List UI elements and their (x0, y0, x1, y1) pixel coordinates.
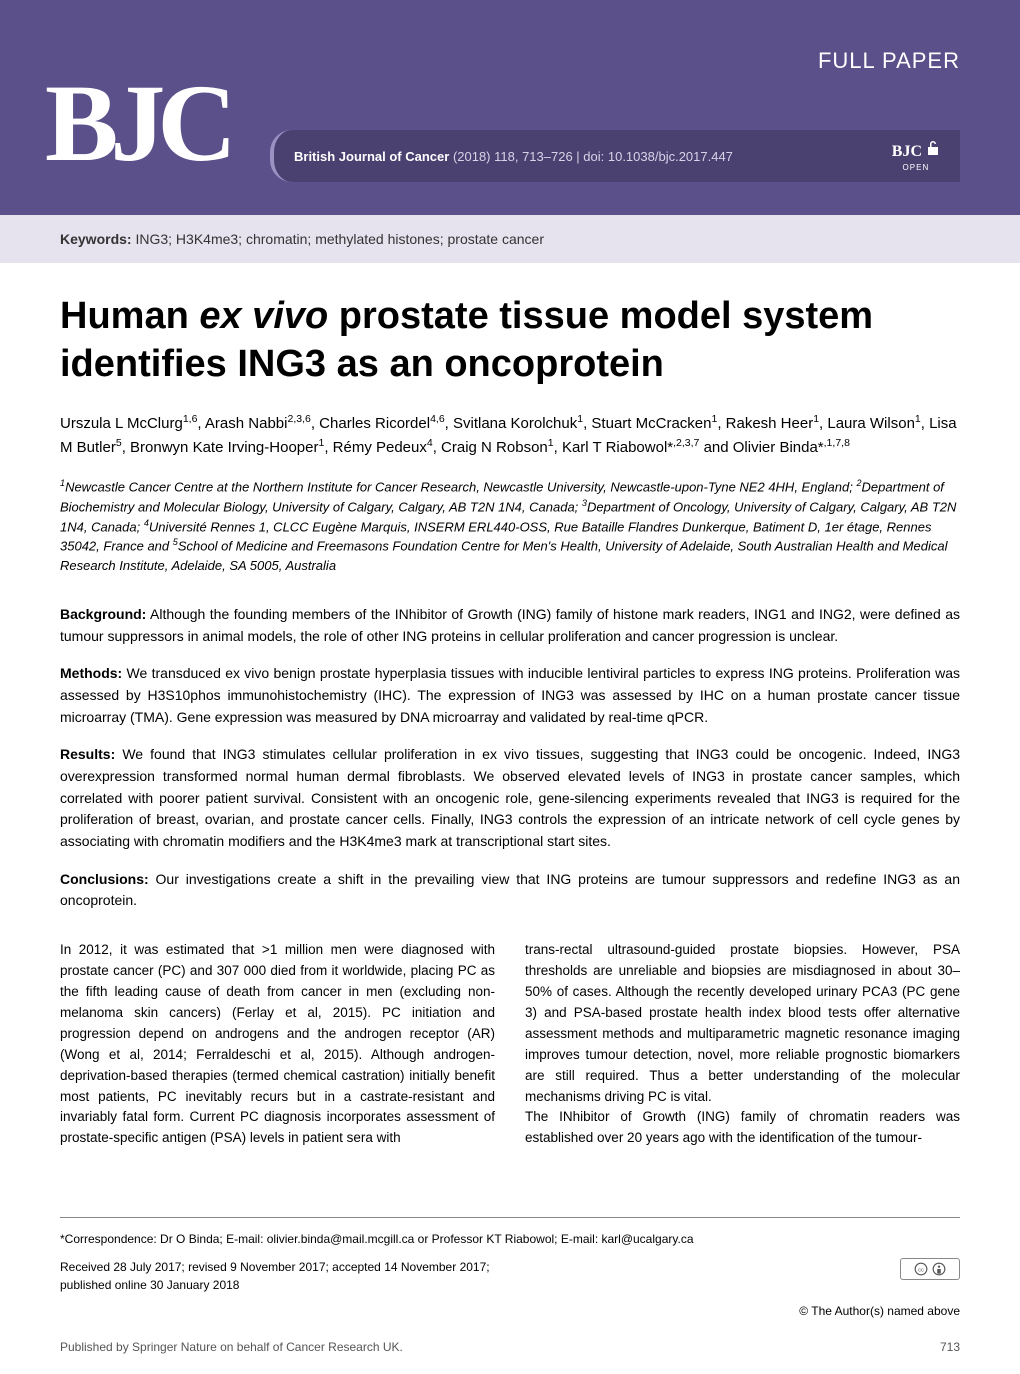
body-text-columns: In 2012, it was estimated that >1 millio… (60, 940, 960, 1149)
article-type-label: FULL PAPER (818, 48, 960, 74)
correspondence: *Correspondence: Dr O Binda; E-mail: oli… (60, 1230, 960, 1248)
body-column-right: trans-rectal ultrasound-guided prostate … (525, 940, 960, 1149)
journal-logo: BJC (45, 60, 229, 187)
publication-dates: Received 28 July 2017; revised 9 Novembe… (60, 1258, 490, 1294)
abstract-background: Background: Although the founding member… (60, 604, 960, 647)
keywords-text: ING3; H3K4me3; chromatin; methylated his… (135, 231, 544, 247)
cc-icon: cc (914, 1262, 928, 1276)
journal-header: FULL PAPER BJC British Journal of Cancer… (0, 0, 1020, 215)
journal-citation-bar: British Journal of Cancer (2018) 118, 71… (270, 130, 960, 182)
open-access-logo-text: BJC (892, 140, 940, 161)
open-access-text: OPEN (903, 163, 930, 172)
keywords-bar: Keywords: ING3; H3K4me3; chromatin; meth… (0, 215, 1020, 263)
open-access-badge: BJC OPEN (892, 140, 940, 172)
svg-text:cc: cc (918, 1268, 924, 1274)
affiliations: 1Newcastle Cancer Centre at the Northern… (60, 477, 960, 576)
abstract-conclusions: Conclusions: Our investigations create a… (60, 869, 960, 912)
open-lock-icon (926, 140, 940, 156)
footer-separator (60, 1217, 960, 1218)
footer-block: *Correspondence: Dr O Binda; E-mail: oli… (0, 1230, 1020, 1320)
article-content: Human ex vivo prostate tissue model syst… (0, 263, 1020, 1189)
abstract-results: Results: We found that ING3 stimulates c… (60, 744, 960, 852)
copyright-line: © The Author(s) named above (60, 1302, 960, 1320)
journal-citation: British Journal of Cancer (2018) 118, 71… (294, 149, 733, 164)
authors-list: Urszula L McClurg1,6, Arash Nabbi2,3,6, … (60, 412, 960, 459)
publisher-text: Published by Springer Nature on behalf o… (60, 1340, 403, 1354)
page-number: 713 (940, 1340, 960, 1354)
article-title: Human ex vivo prostate tissue model syst… (60, 293, 960, 388)
body-column-left: In 2012, it was estimated that >1 millio… (60, 940, 495, 1149)
attribution-icon (932, 1262, 946, 1276)
abstract-methods: Methods: We transduced ex vivo benign pr… (60, 663, 960, 728)
publisher-line: Published by Springer Nature on behalf o… (0, 1320, 1020, 1374)
cc-license-badge: cc (900, 1258, 960, 1280)
